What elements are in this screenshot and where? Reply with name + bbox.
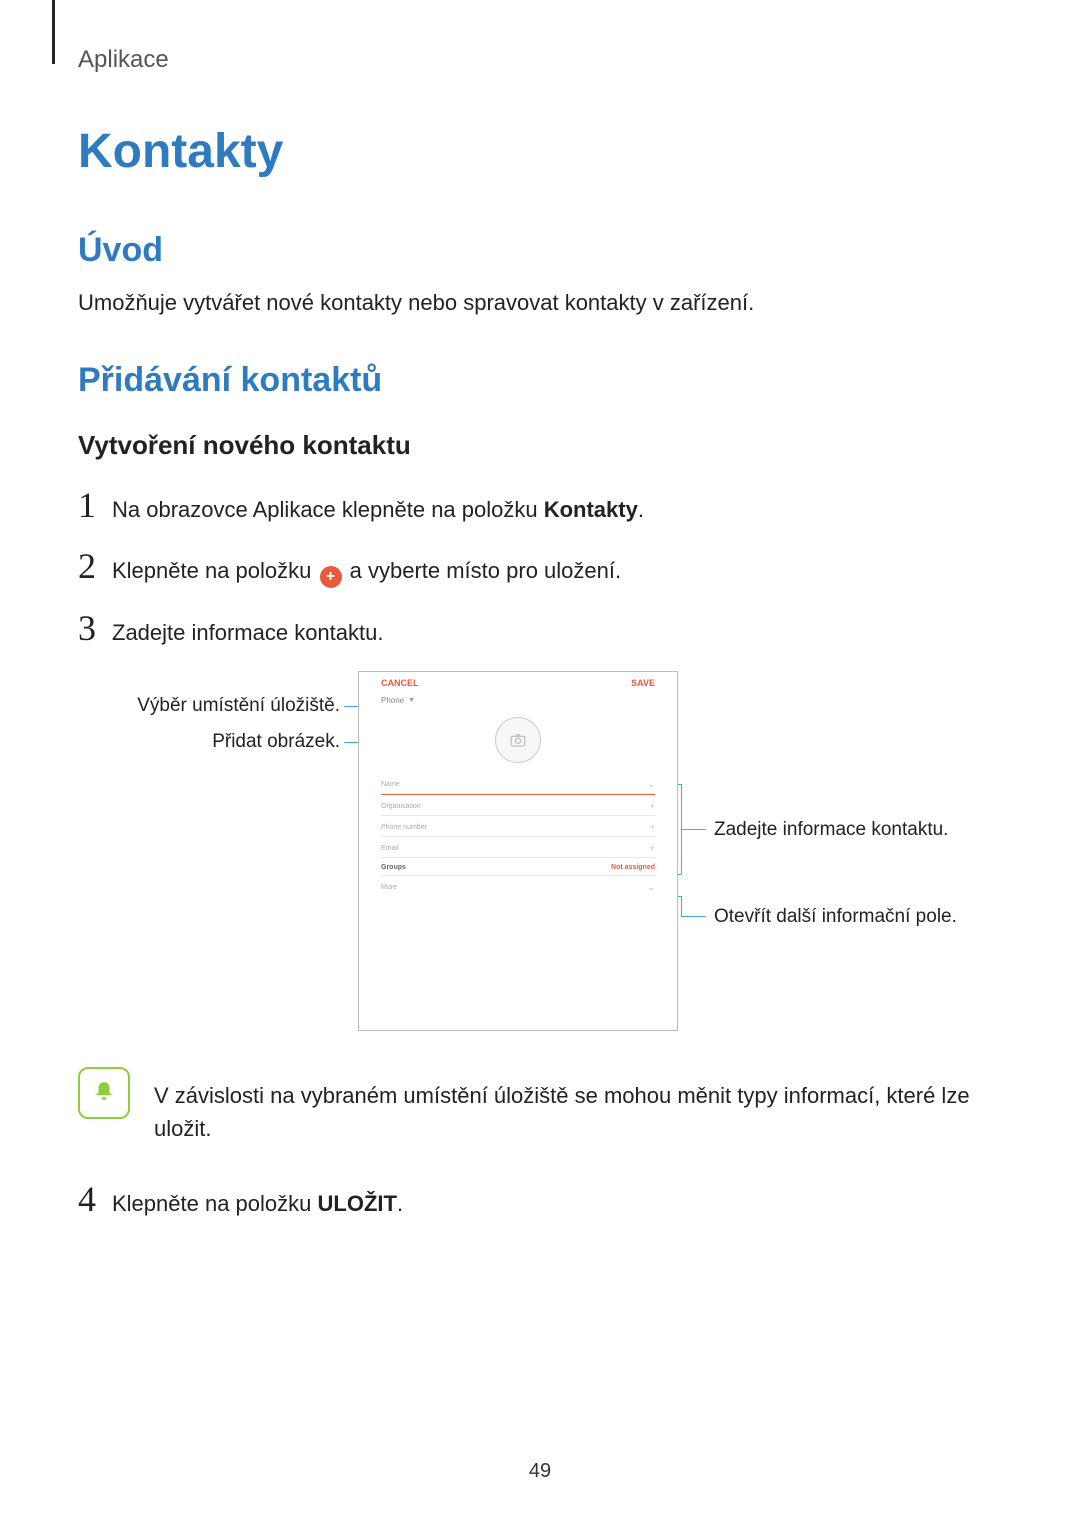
step-text-part: Na obrazovce Aplikace klepněte na položk…: [112, 497, 544, 522]
device-field-email: Email +: [381, 837, 655, 858]
intro-text: Umožňuje vytvářet nové kontakty nebo spr…: [78, 286, 1002, 319]
step-2: 2 Klepněte na položku + a vyberte místo …: [78, 548, 1002, 588]
device-mock: CANCEL SAVE Phone ▼ Name ⌄: [358, 671, 678, 1031]
callout-storage: Výběr umístění úložiště.: [92, 695, 340, 717]
note-box: V závislosti na vybraném umístění úložiš…: [78, 1067, 1002, 1145]
step-text-part: Klepněte na položku: [112, 558, 318, 583]
page-number: 49: [0, 1460, 1080, 1483]
diagram: Výběr umístění úložiště. Přidat obrázek.…: [78, 671, 1002, 1041]
field-label: Phone number: [381, 824, 427, 831]
bell-icon: [78, 1067, 130, 1119]
field-label: Email: [381, 845, 399, 852]
step-text-part: a vyberte místo pro uložení.: [350, 558, 621, 583]
step-number: 3: [78, 610, 112, 646]
leader-line: [681, 829, 706, 830]
device-field-more: More ⌄: [381, 876, 655, 897]
field-label: Name: [381, 781, 400, 788]
step-text: Na obrazovce Aplikace klepněte na položk…: [112, 487, 644, 526]
device-storage-selector: Phone ▼: [359, 692, 677, 711]
leader-line: [681, 896, 682, 916]
plus-icon: +: [650, 822, 655, 832]
step-1: 1 Na obrazovce Aplikace klepněte na polo…: [78, 487, 1002, 526]
step-text-bold: Kontakty: [544, 497, 638, 522]
chevron-down-icon: ⌄: [647, 882, 655, 893]
field-label: More: [381, 884, 397, 891]
step-number: 4: [78, 1181, 112, 1217]
field-label: Organisation: [381, 803, 421, 810]
chevron-down-icon: ▼: [408, 697, 415, 704]
step-text-part: .: [638, 497, 644, 522]
callout-enter-info: Zadejte informace kontaktu.: [714, 819, 948, 841]
step-4: 4 Klepněte na položku ULOŽIT.: [78, 1181, 1002, 1220]
plus-icon: +: [650, 801, 655, 811]
callout-add-image: Přidat obrázek.: [92, 731, 340, 753]
step-text-bold: ULOŽIT: [318, 1191, 397, 1216]
plus-icon: +: [650, 843, 655, 853]
step-number: 2: [78, 548, 112, 584]
header-rule: [52, 0, 55, 64]
section-heading-add: Přidávání kontaktů: [78, 361, 1002, 400]
step-3: 3 Zadejte informace kontaktu.: [78, 610, 1002, 649]
subheading-create: Vytvoření nového kontaktu: [78, 430, 1002, 461]
plus-icon: +: [320, 566, 342, 588]
device-storage-label: Phone: [381, 696, 404, 705]
step-text: Zadejte informace kontaktu.: [112, 610, 383, 649]
step-text-part: .: [397, 1191, 403, 1216]
breadcrumb: Aplikace: [78, 46, 1002, 74]
chevron-down-icon: ⌄: [647, 779, 655, 790]
leader-line: [681, 916, 706, 917]
device-cancel-button: CANCEL: [381, 678, 419, 688]
device-field-name: Name ⌄: [381, 773, 655, 795]
page-title: Kontakty: [78, 124, 1002, 179]
device-field-groups: Groups Not assigned: [381, 858, 655, 876]
step-text-part: Klepněte na položku: [112, 1191, 318, 1216]
device-save-button: SAVE: [631, 678, 655, 688]
device-field-org: Organisation +: [381, 795, 655, 816]
camera-icon: [495, 717, 541, 763]
callout-more-fields: Otevřít další informační pole.: [714, 906, 957, 928]
section-heading-intro: Úvod: [78, 231, 1002, 270]
note-text: V závislosti na vybraném umístění úložiš…: [154, 1067, 1002, 1145]
step-text: Klepněte na položku + a vyberte místo pr…: [112, 548, 621, 588]
device-field-phone: Phone number +: [381, 816, 655, 837]
field-action-label: Not assigned: [611, 864, 655, 871]
step-text: Klepněte na položku ULOŽIT.: [112, 1181, 403, 1220]
field-label: Groups: [381, 864, 406, 871]
step-number: 1: [78, 487, 112, 523]
